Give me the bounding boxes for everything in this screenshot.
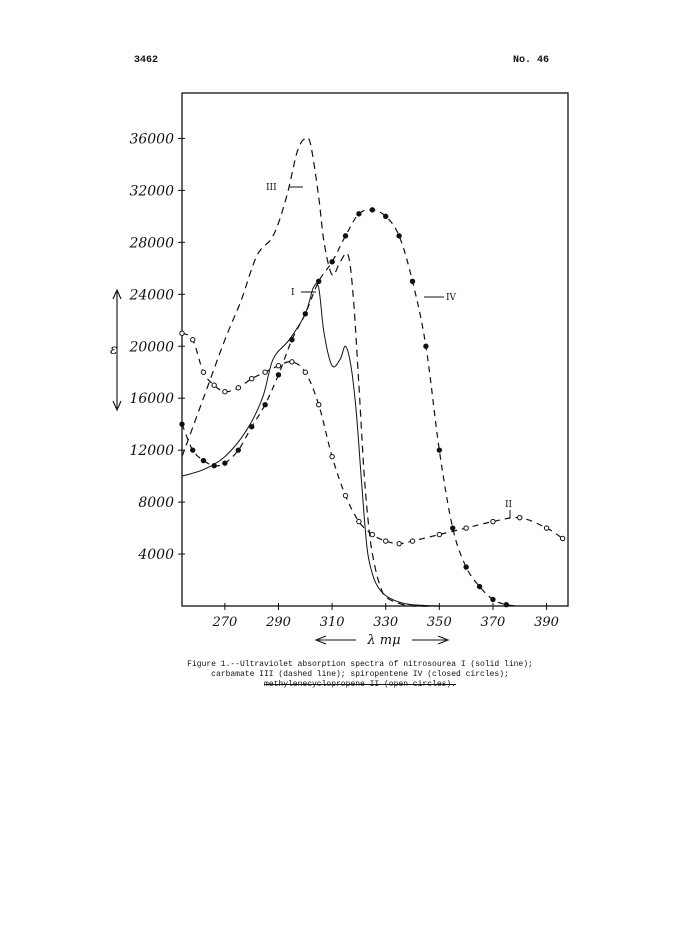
data-point-II — [396, 540, 402, 547]
data-point-IV — [316, 278, 322, 285]
data-point-II — [235, 385, 241, 391]
caption-line-3: methylenecyclopropene II (open circles). — [263, 680, 457, 689]
data-point-II — [559, 535, 566, 542]
data-point-II — [356, 518, 362, 525]
caption-line-1: Figure 1.--Ultraviolet absorption spectr… — [187, 660, 533, 669]
data-point-II — [179, 330, 185, 336]
y-tick-label: 28000 — [128, 235, 174, 251]
data-point-IV — [409, 278, 416, 285]
journal-number: No. 46 — [513, 55, 550, 66]
data-point-II — [342, 492, 349, 499]
series-line-IV — [181, 209, 520, 607]
series-label-I: I — [291, 288, 295, 298]
data-point-II — [490, 518, 496, 525]
data-point-II — [289, 359, 295, 365]
x-tick-label: 270 — [211, 615, 237, 630]
data-point-II — [222, 389, 228, 395]
data-point-IV — [248, 424, 255, 430]
data-point-IV — [450, 525, 456, 531]
y-tick-label: 8000 — [138, 495, 174, 511]
y-tick-label: 32000 — [129, 183, 174, 199]
y-tick-label: 24000 — [128, 287, 174, 303]
data-point-IV — [436, 447, 443, 453]
x-axis-label: λ mμ — [366, 633, 400, 648]
data-point-IV — [342, 233, 349, 239]
data-point-IV — [356, 211, 362, 217]
data-point-II — [329, 453, 335, 460]
data-point-IV — [302, 311, 309, 317]
data-point-IV — [369, 207, 376, 213]
data-point-II — [248, 376, 255, 382]
data-point-IV — [179, 421, 185, 427]
series-label-IV: IV — [446, 293, 457, 303]
x-tick-label: 330 — [373, 615, 398, 630]
data-point-II — [190, 337, 196, 343]
data-point-II — [316, 401, 322, 408]
data-point-II — [436, 531, 443, 538]
data-point-II — [517, 514, 523, 521]
data-point-II — [543, 525, 550, 531]
figure-caption: Figure 1.--Ultraviolet absorption spectr… — [150, 660, 570, 690]
x-tick-label: 370 — [481, 615, 506, 630]
data-point-IV — [503, 602, 510, 608]
data-point-II — [463, 525, 469, 531]
y-axis-label: ε — [110, 342, 118, 358]
data-point-IV — [329, 259, 335, 265]
data-point-IV — [476, 583, 483, 590]
x-tick-label: 390 — [534, 615, 559, 630]
x-tick-label: 310 — [320, 615, 345, 630]
data-point-IV — [275, 372, 282, 378]
data-point-IV — [190, 447, 196, 453]
y-tick-label: 16000 — [129, 391, 174, 407]
y-tick-label: 20000 — [128, 339, 174, 355]
data-point-II — [275, 363, 282, 369]
caption-line-2: carbamate III (dashed line); spiropenten… — [211, 670, 509, 679]
y-axis-label-group: ε — [110, 288, 122, 412]
x-tick-label: 350 — [427, 615, 452, 630]
data-point-IV — [222, 460, 228, 466]
page-number: 3462 — [134, 55, 159, 66]
series-line-III — [181, 136, 440, 607]
data-point-IV — [463, 564, 469, 570]
data-point-II — [409, 538, 416, 544]
data-point-IV — [423, 343, 429, 349]
y-tick-label: 12000 — [129, 443, 174, 459]
series-line-I — [181, 282, 440, 607]
data-point-IV — [262, 401, 268, 408]
data-point-II — [369, 531, 376, 538]
data-point-II — [200, 369, 207, 375]
data-point-II — [211, 382, 217, 388]
x-axis-label-group: λ mμ — [314, 632, 450, 648]
series-line-II — [181, 332, 563, 545]
data-point-IV — [200, 457, 207, 464]
data-point-IV — [211, 463, 217, 469]
series-label-II: II — [505, 500, 513, 510]
data-point-IV — [490, 596, 496, 603]
plot-frame — [181, 92, 569, 607]
data-point-IV — [235, 447, 241, 453]
data-point-IV — [289, 337, 295, 343]
y-tick-label: 36000 — [129, 131, 174, 147]
x-tick-label: 290 — [265, 615, 291, 630]
data-point-IV — [396, 233, 402, 239]
data-point-II — [383, 538, 389, 544]
data-point-II — [262, 369, 268, 375]
series-label-III: III — [266, 183, 277, 193]
data-point-II — [302, 369, 309, 375]
y-tick-label: 4000 — [137, 547, 174, 563]
data-point-IV — [383, 213, 389, 220]
